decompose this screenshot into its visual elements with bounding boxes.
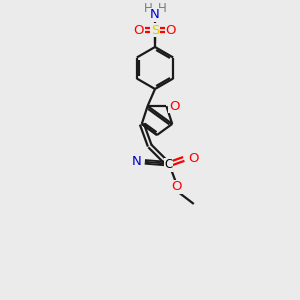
Text: N: N (150, 8, 160, 22)
Text: H: H (144, 2, 152, 16)
Text: O: O (169, 100, 180, 112)
Text: O: O (172, 180, 182, 194)
Text: O: O (134, 23, 144, 37)
Text: N: N (132, 155, 142, 168)
Text: S: S (151, 23, 159, 37)
Text: O: O (188, 152, 199, 165)
Text: C: C (165, 158, 173, 171)
Text: H: H (158, 2, 166, 16)
Text: O: O (166, 23, 176, 37)
